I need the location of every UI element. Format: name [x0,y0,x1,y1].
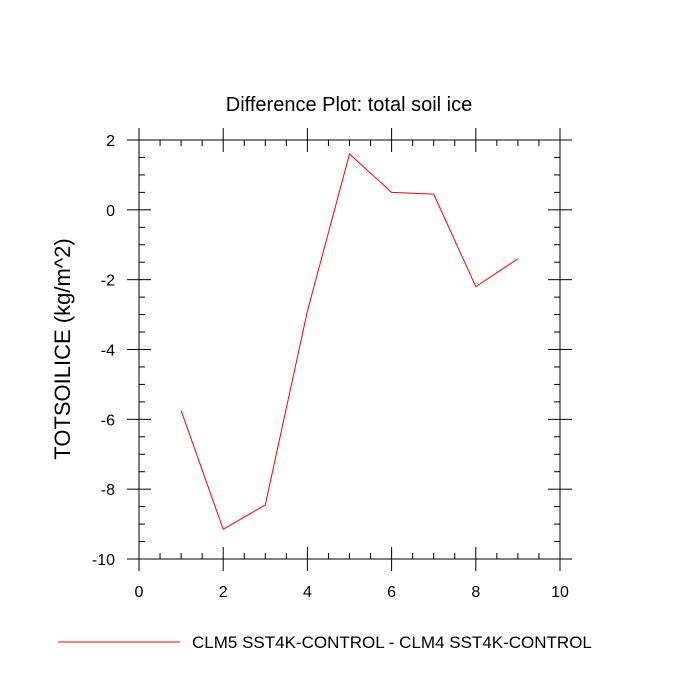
y-tick-label: 2 [106,133,115,150]
chart-title: Difference Plot: total soil ice [226,94,472,116]
series-group [180,153,519,531]
x-tick-label: 10 [551,584,569,601]
y-tick-label: 0 [106,203,115,220]
x-tick-label: 6 [387,584,396,601]
series-line [180,153,519,531]
y-tick-label: -8 [101,482,115,499]
y-axis-label: TOTSOILICE (kg/m^2) [50,238,75,459]
y-tick-label: -4 [101,343,115,360]
y-tick-label: -10 [92,552,115,569]
axis-ticks: 0 2 4 6 8 10 -10 -8 -6 -4 -2 0 2 [92,128,572,601]
x-tick-label: 8 [471,584,480,601]
x-tick-label: 4 [303,584,312,601]
plot-frame [138,139,561,560]
x-tick-label: 0 [135,584,144,601]
legend-label: CLM5 SST4K-CONTROL - CLM4 SST4K-CONTROL [192,633,592,652]
legend: CLM5 SST4K-CONTROL - CLM4 SST4K-CONTROL [58,633,592,652]
y-tick-label: -2 [101,273,115,290]
y-tick-label: -6 [101,412,115,429]
x-tick-label: 2 [219,584,228,601]
